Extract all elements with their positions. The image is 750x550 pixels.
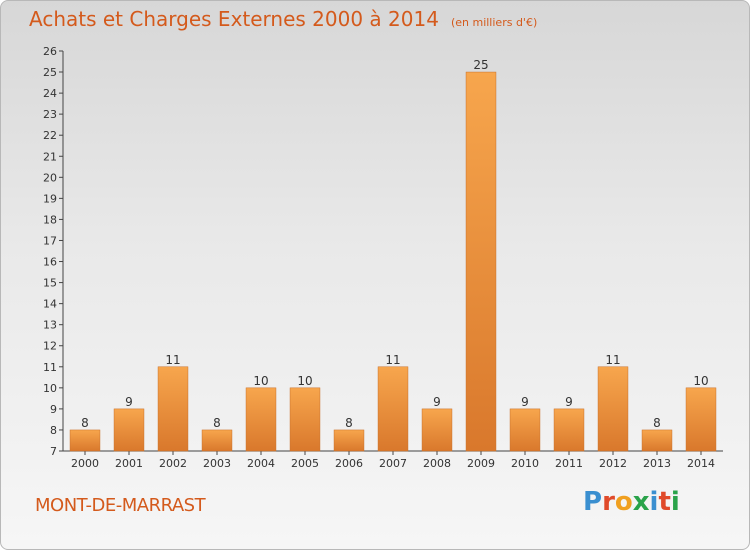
x-tick-label: 2003	[203, 457, 231, 470]
chart-unit: (en milliers d'€)	[450, 16, 538, 29]
bar	[245, 387, 277, 452]
x-tick-label: 2002	[159, 457, 187, 470]
x-tick-label: 2008	[423, 457, 451, 470]
y-tick-label: 23	[43, 108, 57, 121]
bar	[157, 366, 189, 452]
x-tick-label: 2007	[379, 457, 407, 470]
bar-value-label: 25	[473, 58, 488, 72]
chart-title-text: Achats et Charges Externes 2000 à 2014	[29, 7, 439, 31]
y-tick-label: 7	[50, 445, 57, 458]
logo-letter: r	[602, 487, 615, 517]
bar	[597, 366, 629, 452]
y-tick-label: 12	[43, 340, 57, 353]
chart-title: Achats et Charges Externes 2000 à 2014 (e…	[29, 7, 537, 31]
bar-value-label: 9	[433, 395, 441, 409]
y-tick-label: 20	[43, 171, 57, 184]
x-tick-label: 2014	[687, 457, 715, 470]
bar	[333, 429, 365, 452]
bar-value-label: 10	[693, 374, 708, 388]
x-tick-label: 2001	[115, 457, 143, 470]
bar-value-label: 8	[345, 416, 353, 430]
bar-value-label: 10	[297, 374, 312, 388]
bar	[465, 71, 497, 452]
axes: 7 8 9 10 11 12 13 14 15 16 17 18 19 20 21 22 23 24 25 26 200…	[43, 45, 723, 470]
bar-value-label: 9	[125, 395, 133, 409]
y-tick-label: 14	[43, 298, 57, 311]
bar-value-label: 8	[81, 416, 89, 430]
y-tick-label: 11	[43, 361, 57, 374]
logo-letter: i	[649, 487, 659, 517]
x-tick-label: 2009	[467, 457, 495, 470]
y-tick-label: 16	[43, 256, 57, 269]
bar-value-label: 11	[385, 353, 400, 367]
bar-value-label: 9	[565, 395, 573, 409]
town-name: MONT-DE-MARRAST	[35, 495, 206, 516]
bar	[289, 387, 321, 452]
x-tick-label: 2013	[643, 457, 671, 470]
x-tick-label: 2000	[71, 457, 99, 470]
y-tick-label: 21	[43, 150, 57, 163]
y-tick-label: 26	[43, 45, 57, 58]
bar	[377, 366, 409, 452]
y-tick-label: 8	[50, 424, 57, 437]
bar-value-label: 9	[521, 395, 529, 409]
y-tick-label: 9	[50, 403, 57, 416]
bar-value-label: 11	[165, 353, 180, 367]
y-tick-label: 18	[43, 213, 57, 226]
x-tick-label: 2005	[291, 457, 319, 470]
y-tick-label: 25	[43, 66, 57, 79]
y-tick-label: 15	[43, 277, 57, 290]
logo-letter: o	[614, 487, 633, 517]
bar	[509, 408, 541, 452]
y-tick-label: 22	[43, 129, 57, 142]
bar	[553, 408, 585, 452]
y-tick-label: 10	[43, 382, 57, 395]
bar	[641, 429, 673, 452]
bar	[201, 429, 233, 452]
logo-letter: i	[670, 487, 680, 517]
logo-letter: t	[658, 487, 671, 517]
y-tick-label: 13	[43, 319, 57, 332]
bar-value-label: 10	[253, 374, 268, 388]
logo-letter: x	[632, 487, 650, 517]
bar	[113, 408, 145, 452]
bar-value-label: 8	[653, 416, 661, 430]
bar-value-label: 8	[213, 416, 221, 430]
x-tick-label: 2012	[599, 457, 627, 470]
y-tick-label: 24	[43, 87, 57, 100]
x-tick-label: 2006	[335, 457, 363, 470]
y-tick-label: 17	[43, 234, 57, 247]
logo-letter: P	[583, 487, 603, 517]
proxiti-logo: Proxiti	[583, 487, 680, 517]
bar	[421, 408, 453, 452]
x-tick-label: 2010	[511, 457, 539, 470]
bar	[69, 429, 101, 452]
bar	[685, 387, 717, 452]
y-tick-label: 19	[43, 192, 57, 205]
x-tick-label: 2004	[247, 457, 275, 470]
x-tick-label: 2011	[555, 457, 583, 470]
bar-value-label: 11	[605, 353, 620, 367]
bars: 8 9 11 8 10 10 8 11 9 25 9 9 11 8 10	[69, 58, 717, 452]
